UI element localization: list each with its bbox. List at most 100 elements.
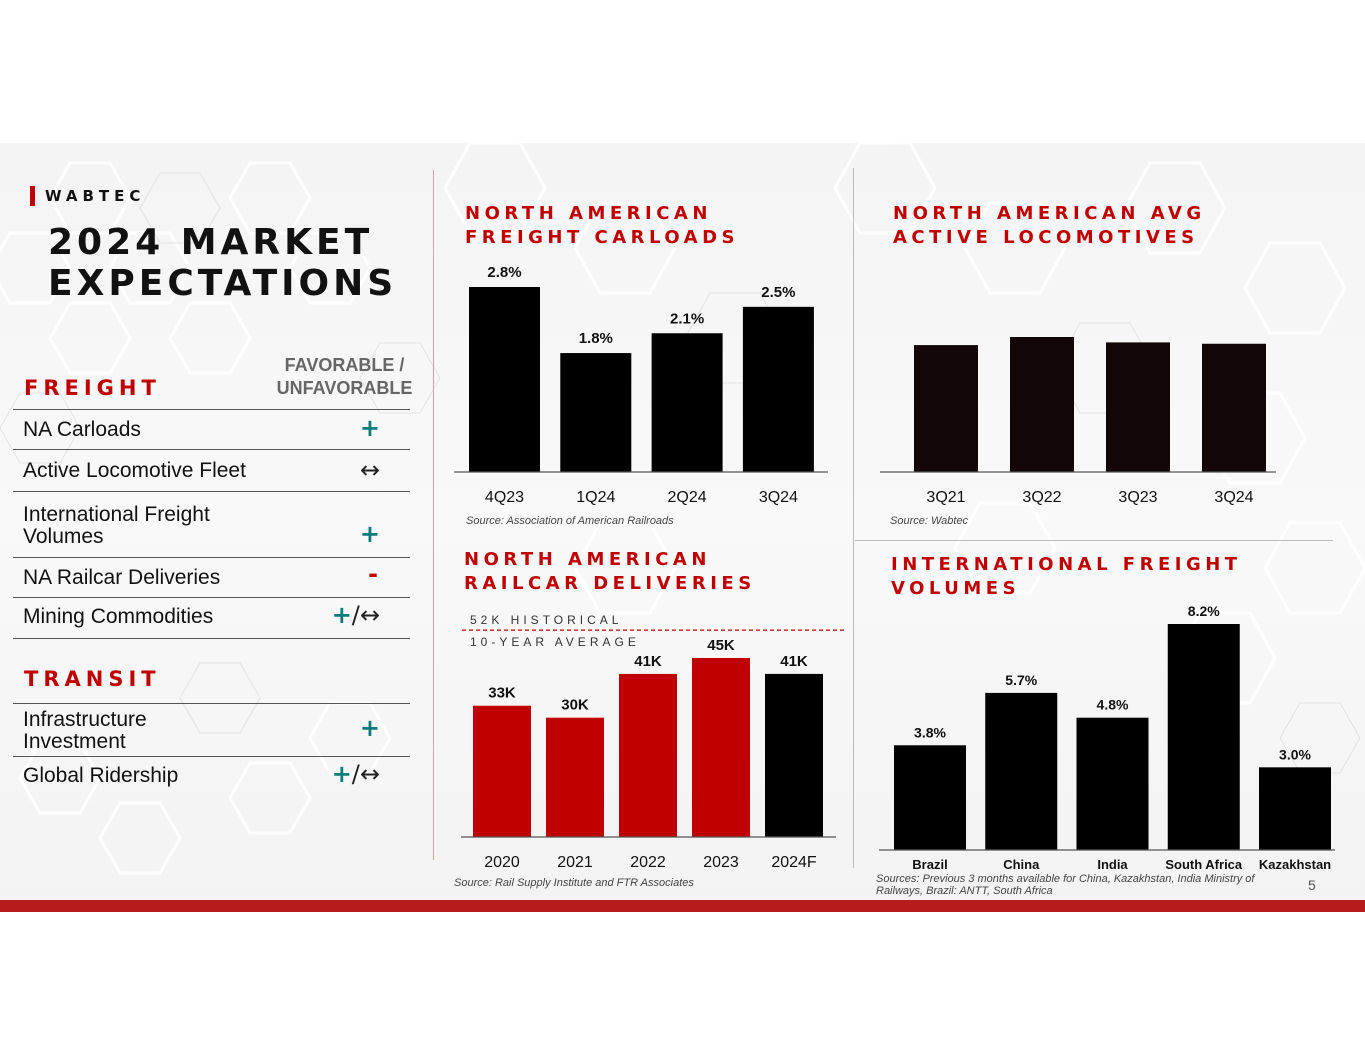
- row-label-line-2: Investment: [23, 730, 126, 753]
- carloads-bar: [469, 287, 540, 472]
- international-data-label: 8.2%: [1188, 603, 1220, 619]
- outlook-favorable-icon: +: [359, 414, 380, 442]
- favorable-header-line-1: FAVORABLE /: [284, 355, 405, 375]
- outlook-plus: +: [331, 760, 352, 788]
- slide-background: [0, 143, 1365, 900]
- railcars-bar: [692, 658, 750, 837]
- international-tick-label: Kazakhstan: [1259, 857, 1331, 872]
- railcars-data-label: 33K: [488, 685, 516, 702]
- international-bar: [1259, 767, 1331, 850]
- railcars-reference-label: 52K HISTORICAL: [470, 613, 622, 627]
- carloads-bar: [651, 333, 723, 472]
- locomotives-tick-label: 3Q22: [1022, 489, 1061, 506]
- favorable-column-header: FAVORABLE / UNFAVORABLE: [262, 354, 427, 400]
- row-label: Active Locomotive Fleet: [23, 459, 246, 482]
- freight-heading: FREIGHT: [24, 376, 161, 400]
- carloads-data-label: 2.5%: [761, 284, 795, 301]
- locomotives-source: Source: Wabtec: [890, 515, 969, 527]
- railcars-bar: [473, 705, 531, 837]
- railcars-data-label: 30K: [561, 697, 589, 714]
- railcars-chart-title: NORTH AMERICAN RAILCAR DELIVERIES: [464, 548, 756, 596]
- railcars-reference-label: 10-YEAR AVERAGE: [470, 635, 640, 649]
- carloads-chart-title: NORTH AMERICAN FREIGHT CARLOADS: [465, 202, 739, 250]
- title-line-2: RAILCAR DELIVERIES: [464, 573, 756, 594]
- international-source: Sources: Previous 3 months available for…: [876, 873, 1296, 897]
- row-label: International Freight Volumes: [23, 504, 210, 548]
- transit-heading: TRANSIT: [24, 667, 161, 691]
- international-chart-title: INTERNATIONAL FREIGHT VOLUMES: [891, 553, 1242, 601]
- railcars-bar: [619, 673, 677, 837]
- international-tick-label: South Africa: [1165, 857, 1243, 872]
- footer-red-bar: [0, 900, 1365, 912]
- international-bar: [1076, 717, 1149, 850]
- locomotives-tick-label: 3Q23: [1118, 489, 1157, 506]
- railcars-tick-label: 2023: [703, 854, 739, 871]
- locomotives-bar: [914, 345, 978, 472]
- row-label-line-2: Volumes: [23, 525, 104, 548]
- title-line-2: VOLUMES: [891, 578, 1021, 599]
- railcars-tick-label: 2020: [484, 854, 520, 871]
- railcars-tick-label: 2022: [630, 854, 666, 871]
- outlook-neutral: /↔: [351, 601, 380, 629]
- row-label: Mining Commodities: [23, 605, 214, 628]
- international-data-label: 3.0%: [1279, 746, 1311, 762]
- brand-name: WABTEC: [45, 187, 146, 205]
- locomotives-bar: [1202, 343, 1266, 472]
- outlook-favorable-icon: +: [359, 714, 380, 742]
- page-title-line-1: 2024 MARKET: [48, 222, 374, 263]
- left-panel-divider: [433, 170, 434, 860]
- outlook-mixed-icon: +/↔: [332, 601, 380, 629]
- hexagon-pattern: [0, 143, 1365, 875]
- international-tick-label: India: [1097, 857, 1128, 872]
- outlook-neutral: /↔: [351, 760, 380, 788]
- international-bar: [894, 745, 966, 850]
- railcars-source: Source: Rail Supply Institute and FTR As…: [454, 877, 694, 889]
- row-label: Infrastructure Investment: [23, 709, 147, 753]
- freight-row-na-railcar-deliveries: NA Railcar Deliveries -: [13, 557, 410, 598]
- page-title: 2024 MARKET EXPECTATIONS: [48, 222, 408, 304]
- international-tick-label: China: [1003, 857, 1040, 872]
- transit-row-global-ridership: Global Ridership +/↔: [13, 756, 410, 795]
- locomotives-bar: [1106, 342, 1170, 472]
- international-data-label: 5.7%: [1005, 672, 1037, 688]
- page-number: 5: [1308, 877, 1316, 893]
- row-label: NA Carloads: [23, 418, 141, 441]
- wabtec-logo: WABTEC: [30, 186, 145, 206]
- railcars-data-label: 41K: [634, 653, 662, 670]
- international-bar: [1167, 624, 1240, 850]
- logo-mark: [30, 186, 35, 206]
- carloads-data-label: 2.1%: [670, 310, 704, 327]
- railcars-bar: [546, 717, 604, 837]
- title-line-1: NORTH AMERICAN AVG: [893, 203, 1206, 224]
- title-line-1: INTERNATIONAL FREIGHT: [891, 554, 1242, 575]
- carloads-tick-label: 1Q24: [576, 489, 615, 506]
- carloads-source: Source: Association of American Railroad…: [466, 515, 674, 527]
- outlook-unfavorable-icon: -: [368, 560, 378, 588]
- title-line-1: NORTH AMERICAN: [464, 549, 711, 570]
- source-line-2: Railways, Brazil: ANTT, South Africa: [876, 885, 1053, 897]
- center-divider: [853, 168, 854, 868]
- title-line-2: ACTIVE LOCOMOTIVES: [893, 227, 1199, 248]
- locomotives-tick-label: 3Q24: [1214, 489, 1253, 506]
- source-line-1: Sources: Previous 3 months available for…: [876, 873, 1255, 885]
- right-horizontal-divider: [855, 540, 1333, 541]
- international-tick-label: Brazil: [912, 857, 947, 872]
- freight-row-international-freight-volumes: International Freight Volumes +: [13, 491, 410, 558]
- transit-row-infrastructure-investment: Infrastructure Investment +: [13, 703, 410, 757]
- carloads-bar: [742, 306, 814, 472]
- title-line-2: FREIGHT CARLOADS: [465, 227, 740, 248]
- row-label: Global Ridership: [23, 764, 179, 787]
- railcars-data-label: 45K: [707, 637, 735, 654]
- carloads-data-label: 2.8%: [487, 264, 521, 281]
- row-label: NA Railcar Deliveries: [23, 566, 221, 589]
- carloads-tick-label: 2Q24: [668, 489, 707, 506]
- row-label-line-1: Infrastructure: [23, 708, 147, 731]
- outlook-mixed-icon: +/↔: [332, 760, 380, 788]
- railcars-tick-label: 2021: [557, 854, 593, 871]
- locomotives-tick-label: 3Q21: [926, 489, 965, 506]
- carloads-bar: [560, 353, 632, 472]
- outlook-neutral-icon: ↔: [359, 456, 380, 484]
- international-data-label: 3.8%: [914, 724, 946, 740]
- railcars-tick-label: 2024F: [771, 854, 817, 871]
